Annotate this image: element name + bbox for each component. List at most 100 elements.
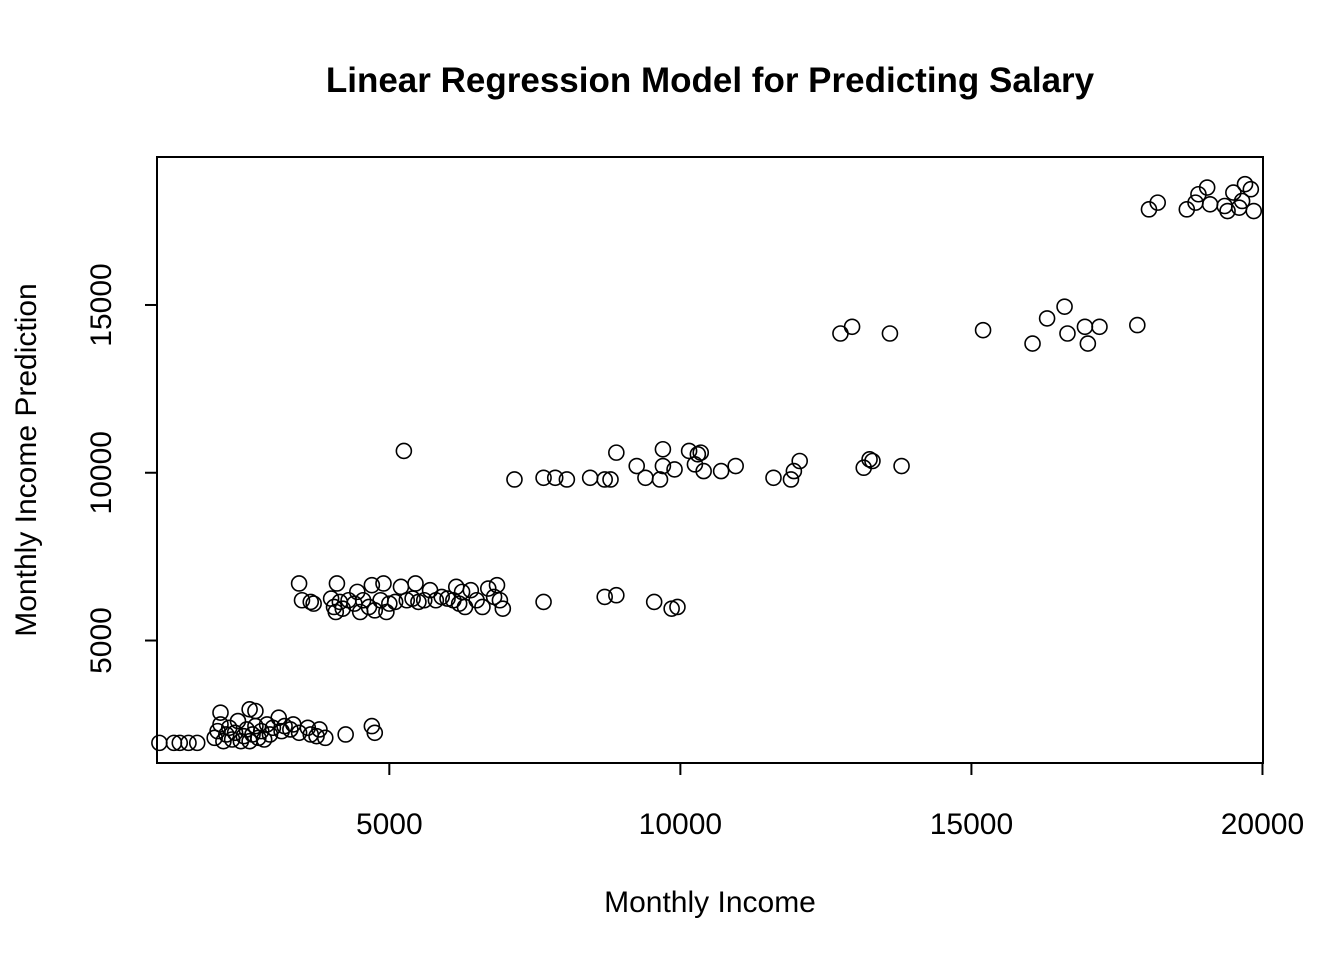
- data-point: [546, 469, 564, 487]
- data-point: [1245, 202, 1263, 220]
- data-point: [247, 702, 264, 720]
- data-point: [893, 457, 910, 475]
- data-point: [1024, 335, 1041, 352]
- data-point: [1219, 202, 1236, 220]
- x-tick-label: 10000: [639, 808, 722, 841]
- x-axis: 5000 10000 15000 20000: [356, 762, 1304, 841]
- data-point: [581, 469, 599, 487]
- data-point: [1056, 298, 1073, 315]
- data-point: [727, 457, 744, 475]
- data-point: [645, 593, 663, 611]
- data-point: [654, 457, 672, 475]
- data-point: [712, 462, 730, 480]
- data-point: [386, 593, 404, 611]
- x-tick-label: 5000: [356, 808, 423, 841]
- data-point: [290, 724, 308, 742]
- data-point: [535, 469, 552, 487]
- data-point: [1149, 194, 1166, 211]
- data-point: [188, 734, 206, 752]
- data-point: [328, 575, 346, 592]
- data-point: [474, 598, 491, 616]
- y-tick-label: 15000: [85, 263, 118, 346]
- data-point: [1076, 318, 1094, 336]
- data-point: [506, 471, 523, 488]
- data-point: [861, 451, 878, 468]
- data-point: [180, 734, 197, 752]
- data-point: [782, 471, 800, 488]
- data-point: [284, 716, 302, 733]
- data-point: [395, 442, 413, 460]
- data-point: [479, 580, 497, 597]
- x-tick-label: 15000: [930, 808, 1013, 841]
- data-point: [363, 576, 381, 594]
- data-point: [654, 440, 672, 458]
- x-axis-label: Monthly Income: [604, 886, 816, 919]
- data-point: [596, 588, 613, 606]
- data-point: [637, 469, 654, 487]
- data-point: [602, 471, 619, 488]
- y-axis: 5000 10000 15000: [85, 263, 158, 674]
- data-point: [1236, 175, 1254, 193]
- data-point: [651, 471, 669, 488]
- data-point: [974, 321, 992, 339]
- data-point: [628, 457, 646, 475]
- data-point: [791, 452, 809, 470]
- data-point: [226, 724, 244, 742]
- data-point: [832, 325, 849, 342]
- data-point: [462, 581, 480, 599]
- data-point: [1129, 316, 1146, 334]
- data-point: [689, 445, 707, 463]
- data-point: [366, 724, 384, 742]
- data-points: [151, 175, 1263, 752]
- data-point: [311, 721, 328, 738]
- data-point: [608, 586, 625, 604]
- data-point: [843, 318, 861, 336]
- chart-title: Linear Regression Model for Predicting S…: [326, 61, 1095, 100]
- data-point: [171, 734, 189, 752]
- data-point: [293, 591, 311, 609]
- data-point: [669, 598, 686, 616]
- data-point: [264, 719, 282, 737]
- data-point: [366, 602, 384, 619]
- data-point: [334, 600, 352, 617]
- data-point: [270, 709, 288, 727]
- data-point: [1091, 318, 1108, 336]
- y-tick-label: 5000: [85, 607, 118, 674]
- data-point: [212, 716, 229, 733]
- data-point: [1225, 184, 1242, 201]
- data-point: [1079, 335, 1097, 352]
- data-point: [212, 704, 229, 721]
- data-point: [596, 471, 613, 488]
- data-point: [494, 600, 512, 617]
- data-point: [229, 712, 247, 730]
- data-point: [535, 593, 552, 611]
- data-point: [302, 593, 320, 611]
- plot-frame: [156, 156, 1264, 764]
- data-point: [1059, 325, 1076, 342]
- data-point: [692, 444, 710, 461]
- data-point: [1242, 180, 1260, 198]
- data-point: [695, 462, 712, 480]
- data-point: [1201, 196, 1219, 213]
- x-tick-label: 20000: [1221, 808, 1304, 841]
- data-point: [864, 452, 881, 470]
- y-tick-label: 10000: [85, 431, 118, 514]
- y-axis-label: Monthly Income Prediction: [10, 283, 43, 637]
- data-point: [785, 462, 803, 480]
- data-point: [491, 591, 509, 609]
- data-point: [290, 575, 308, 592]
- data-point: [337, 726, 354, 743]
- data-point: [881, 325, 899, 342]
- data-point: [407, 575, 424, 592]
- data-point: [375, 575, 392, 592]
- data-point: [666, 461, 683, 478]
- data-point: [151, 734, 168, 752]
- data-point: [378, 603, 395, 621]
- data-point: [558, 471, 576, 488]
- data-point: [349, 583, 366, 601]
- data-point: [608, 444, 625, 461]
- data-point: [680, 442, 698, 460]
- data-point: [415, 591, 433, 609]
- data-point: [1198, 179, 1216, 196]
